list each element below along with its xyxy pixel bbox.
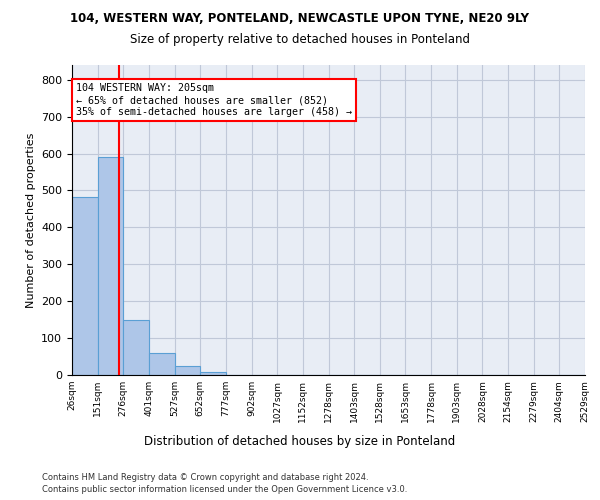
Y-axis label: Number of detached properties: Number of detached properties (26, 132, 35, 308)
Bar (98, 156, 124, 375)
Bar (175, 366, 200, 375)
Text: 104 WESTERN WAY: 205sqm
← 65% of detached houses are smaller (852)
35% of semi-d: 104 WESTERN WAY: 205sqm ← 65% of detache… (76, 84, 352, 116)
Text: Distribution of detached houses by size in Ponteland: Distribution of detached houses by size … (145, 435, 455, 448)
Text: Contains public sector information licensed under the Open Government Licence v3: Contains public sector information licen… (42, 485, 407, 494)
Bar (149, 353, 175, 375)
Bar (124, 320, 149, 375)
Text: Size of property relative to detached houses in Ponteland: Size of property relative to detached ho… (130, 32, 470, 46)
Text: 104, WESTERN WAY, PONTELAND, NEWCASTLE UPON TYNE, NE20 9LY: 104, WESTERN WAY, PONTELAND, NEWCASTLE U… (71, 12, 530, 26)
Bar (72, 196, 98, 375)
Text: Contains HM Land Registry data © Crown copyright and database right 2024.: Contains HM Land Registry data © Crown c… (42, 472, 368, 482)
Bar (200, 372, 226, 375)
